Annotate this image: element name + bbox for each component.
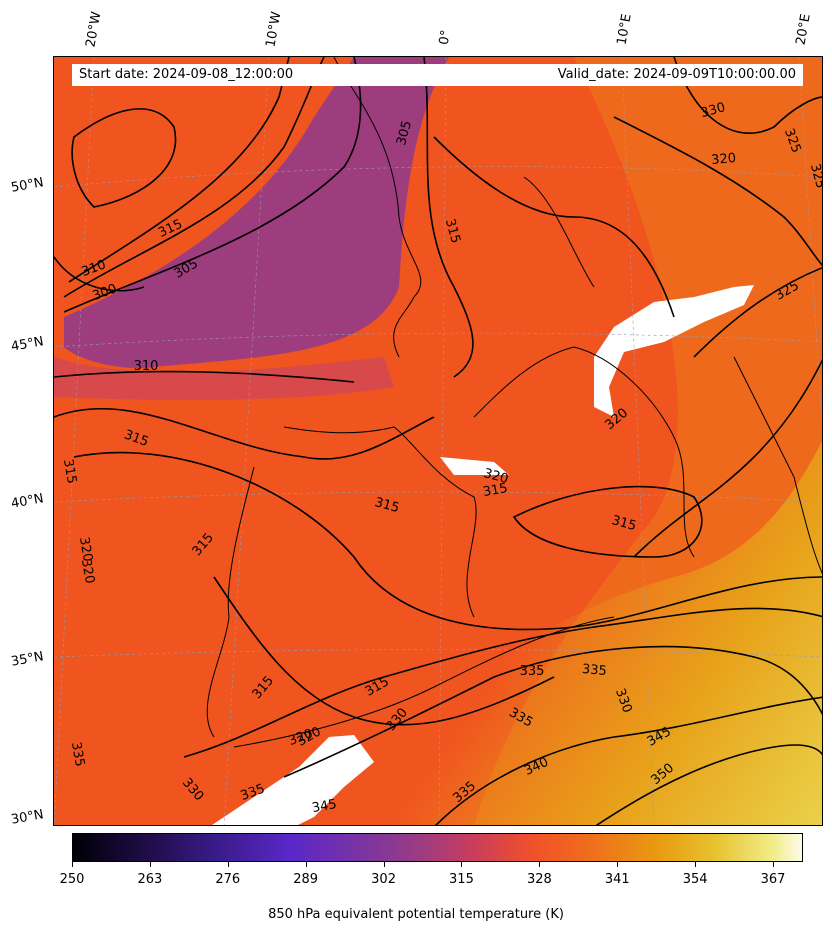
colorbar-tick-label: 341 xyxy=(604,872,630,887)
contour-label: 300 xyxy=(91,281,119,304)
colorbar-tickmark xyxy=(305,862,307,867)
contour-label: 330 xyxy=(699,100,727,121)
colorbar-tick-label: 289 xyxy=(293,872,319,887)
contour-label: 310 xyxy=(80,257,108,280)
missing-data-patch xyxy=(212,735,374,825)
map-panel: 330 325 320 325 305 315 310 300 315 305 310 315 315 3… xyxy=(53,56,823,826)
contour-label: 315 xyxy=(610,513,638,534)
colorbar-tickmark xyxy=(72,862,73,867)
contour-label: 315 xyxy=(363,674,392,699)
forecast-info-box: Start date: 2024-09-08_12:00:00 Valid_da… xyxy=(72,64,803,86)
contour-label: 330 xyxy=(612,687,635,715)
lon-label-0: 0° xyxy=(436,28,455,47)
colorbar-tickmark xyxy=(539,862,541,867)
contour-label: 330 xyxy=(179,775,206,804)
colorbar-tick-label: 315 xyxy=(449,872,474,887)
contour-label: 315 xyxy=(373,495,401,516)
missing-data-patch xyxy=(440,457,509,475)
start-date: Start date: 2024-09-08_12:00:00 xyxy=(79,67,294,82)
colorbar-label: 850 hPa equivalent potential temperature… xyxy=(268,907,564,922)
colorbar-tickmark xyxy=(461,862,463,867)
lon-label-10e: 10°E xyxy=(614,12,635,47)
colorbar-tickmark xyxy=(383,862,385,867)
contour-label: 305 xyxy=(172,256,201,281)
lon-label-20e: 20°E xyxy=(793,12,814,47)
contour-label: 340 xyxy=(522,755,551,779)
contour-label: 325 xyxy=(781,127,804,155)
contour-label: 345 xyxy=(645,724,674,749)
contour-label: 320 xyxy=(76,536,95,563)
contour-label: 305 xyxy=(394,119,415,147)
contour-labels: 3303253203253053153103003153053103153153… xyxy=(60,100,823,816)
cool-band xyxy=(54,357,394,400)
lon-label-20w: 20°W xyxy=(83,10,105,49)
graticule xyxy=(54,57,822,825)
lat-label-40n: 40°N xyxy=(9,491,45,512)
cold-region xyxy=(64,57,449,368)
colorbar-tickmark xyxy=(695,862,697,867)
colorbar-tickmark xyxy=(227,862,229,867)
contour-label: 315 xyxy=(156,217,185,241)
contour-label: 315 xyxy=(442,217,463,245)
colorbar-tickmark xyxy=(149,862,151,867)
colorbar-tick-label: 250 xyxy=(59,872,85,887)
map-canvas xyxy=(54,57,822,825)
contours xyxy=(54,57,822,825)
valid-date: Valid_date: 2024-09-09T10:00:00.00 xyxy=(557,67,796,82)
contour-label: 335 xyxy=(581,662,607,679)
contour-label: 315 xyxy=(482,481,509,500)
contour-label: 345 xyxy=(311,797,338,816)
colorbar-tick-label: 367 xyxy=(760,872,786,887)
coastlines xyxy=(206,57,822,748)
contour-label: 320 xyxy=(711,151,737,168)
contour-label: 350 xyxy=(648,761,677,788)
contour-label: 325 xyxy=(807,162,823,190)
contour-label: 315 xyxy=(190,530,217,559)
colorbar-tick-label: 354 xyxy=(682,872,708,887)
colorbar-tickmark xyxy=(617,862,619,867)
contour-label: 320 xyxy=(287,726,315,749)
contour-label: 335 xyxy=(450,779,479,806)
contour-label: 320 xyxy=(482,466,510,487)
lat-label-35n: 35°N xyxy=(9,649,45,670)
colorbar xyxy=(72,833,803,862)
colorbar-tickmark xyxy=(773,862,775,867)
contour-label: 310 xyxy=(134,359,159,374)
contour-label: 315 xyxy=(250,673,277,702)
contour-label: 320 xyxy=(602,406,631,433)
contour-label: 330 xyxy=(384,705,411,734)
missing-data-patch xyxy=(594,285,754,417)
lon-label-10w: 10°W xyxy=(263,10,285,49)
contour-label: 335 xyxy=(520,664,545,679)
contour-label: 315 xyxy=(60,458,79,485)
contour-label: 315 xyxy=(122,427,150,450)
lat-label-50n: 50°N xyxy=(9,175,45,196)
hot-region xyxy=(355,440,822,825)
contour-label: 335 xyxy=(506,705,535,730)
contour-label: 335 xyxy=(68,741,87,768)
colorbar-tick-label: 276 xyxy=(215,872,241,887)
contour-label: 335 xyxy=(239,781,267,804)
colorbar-tick-label: 302 xyxy=(371,872,396,887)
contour-label: 325 xyxy=(773,278,802,303)
colorbar-tick-label: 263 xyxy=(137,872,163,887)
lat-label-45n: 45°N xyxy=(9,334,45,355)
colorbar-tick-label: 328 xyxy=(526,872,552,887)
lat-label-30n: 30°N xyxy=(9,807,45,828)
contour-label: 320 xyxy=(78,558,97,585)
